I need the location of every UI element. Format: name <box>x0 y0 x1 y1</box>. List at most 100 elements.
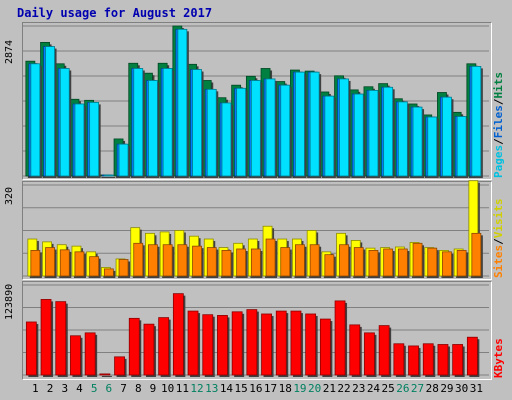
bar-kbytes-10 <box>158 317 170 376</box>
bar-sites-21 <box>324 254 335 277</box>
bar-pages-15 <box>236 87 247 177</box>
x-tick-label-25: 25 <box>382 382 395 395</box>
x-tick-label-21: 21 <box>323 382 336 395</box>
bar-kbytes-9 <box>143 323 155 376</box>
x-tick-label-27: 27 <box>411 382 424 395</box>
x-tick-label-10: 10 <box>161 382 174 395</box>
x-tick-label-2: 2 <box>47 382 54 395</box>
bar-kbytes-19 <box>290 310 302 376</box>
bar-sites-17 <box>265 238 276 277</box>
bar-kbytes-11 <box>172 293 184 376</box>
x-tick-label-1: 1 <box>32 382 39 395</box>
bar-kbytes-23 <box>349 324 361 376</box>
x-tick-label-18: 18 <box>279 382 292 395</box>
bar-sites-8 <box>133 242 144 277</box>
x-tick-label-14: 14 <box>220 382 234 395</box>
bar-pages-4 <box>74 103 85 177</box>
bar-pages-11 <box>177 28 188 177</box>
bar-pages-25 <box>383 86 394 177</box>
bar-kbytes-31 <box>466 336 478 376</box>
bar-pages-14 <box>221 102 232 177</box>
bar-sites-7 <box>118 259 129 277</box>
bar-pages-5 <box>89 102 100 177</box>
bar-sites-3 <box>59 249 70 277</box>
x-tick-label-30: 30 <box>455 382 468 395</box>
bar-sites-18 <box>280 247 291 277</box>
bar-kbytes-29 <box>437 344 449 376</box>
bar-pages-26 <box>397 101 408 177</box>
bar-kbytes-16 <box>246 309 258 376</box>
bar-pages-8 <box>133 68 144 177</box>
bar-kbytes-4 <box>70 335 81 376</box>
x-tick-label-8: 8 <box>135 382 142 395</box>
bar-pages-10 <box>162 68 173 177</box>
bar-sites-31 <box>471 232 482 277</box>
x-tick-label-19: 19 <box>293 382 306 395</box>
bar-sites-9 <box>148 244 158 277</box>
bar-shadow <box>106 177 116 178</box>
bar-kbytes-25 <box>378 325 390 376</box>
bar-pages-23 <box>353 93 364 177</box>
bar-kbytes-12 <box>187 310 199 376</box>
bar-kbytes-8 <box>128 317 140 376</box>
bar-shadow <box>101 375 112 377</box>
x-tick-label-20: 20 <box>308 382 321 395</box>
bar-kbytes-1 <box>25 321 37 376</box>
bar-kbytes-13 <box>202 314 214 376</box>
x-tick-label-5: 5 <box>91 382 98 395</box>
bar-pages-7 <box>118 143 129 177</box>
bar-pages-24 <box>368 90 379 177</box>
bar-sites-19 <box>295 244 305 277</box>
x-tick-label-3: 3 <box>61 382 68 395</box>
x-tick-label-4: 4 <box>76 382 83 395</box>
bar-kbytes-15 <box>231 311 243 376</box>
bar-kbytes-3 <box>55 301 67 376</box>
bar-pages-20 <box>309 71 320 177</box>
bar-sites-15 <box>236 248 247 277</box>
bar-pages-28 <box>427 116 438 177</box>
x-tick-label-28: 28 <box>426 382 439 395</box>
bar-kbytes-2 <box>40 299 52 376</box>
bar-sites-16 <box>250 248 261 277</box>
bar-kbytes-7 <box>114 356 125 376</box>
bar-sites-22 <box>339 244 349 277</box>
bar-sites-28 <box>427 247 438 277</box>
bar-sites-23 <box>353 247 364 277</box>
bar-sites-2 <box>45 247 55 277</box>
bar-sites-6 <box>103 268 114 277</box>
bar-pages-30 <box>456 116 467 177</box>
chart-title: Daily usage for August 2017 <box>17 6 213 20</box>
bar-kbytes-20 <box>305 313 317 376</box>
bar-sites-5 <box>89 256 100 277</box>
bar-pages-17 <box>265 78 276 177</box>
bar-kbytes-26 <box>393 343 405 376</box>
x-tick-label-16: 16 <box>249 382 262 395</box>
bar-kbytes-6 <box>99 373 111 376</box>
bar-pages-27 <box>412 106 423 177</box>
bar-kbytes-22 <box>334 300 346 376</box>
x-tick-label-7: 7 <box>120 382 127 395</box>
bar-pages-31 <box>471 65 482 177</box>
bar-sites-11 <box>177 244 188 277</box>
bar-pages-9 <box>148 80 158 177</box>
bar-pages-6 <box>103 174 114 177</box>
bar-sites-25 <box>383 248 394 277</box>
bar-pages-2 <box>45 46 55 177</box>
bar-sites-24 <box>368 250 379 277</box>
bar-pages-19 <box>295 71 305 177</box>
x-tick-label-11: 11 <box>176 382 189 395</box>
x-tick-label-22: 22 <box>337 382 350 395</box>
bar-pages-16 <box>250 80 261 177</box>
bar-pages-18 <box>280 84 291 177</box>
bar-sites-26 <box>397 248 408 277</box>
x-tick-label-13: 13 <box>205 382 218 395</box>
x-tick-label-24: 24 <box>367 382 381 395</box>
x-tick-label-29: 29 <box>440 382 453 395</box>
bar-pages-29 <box>442 96 452 177</box>
x-tick-label-15: 15 <box>235 382 248 395</box>
x-tick-label-12: 12 <box>190 382 203 395</box>
bar-sites-12 <box>192 245 202 277</box>
bar-pages-12 <box>192 69 202 177</box>
